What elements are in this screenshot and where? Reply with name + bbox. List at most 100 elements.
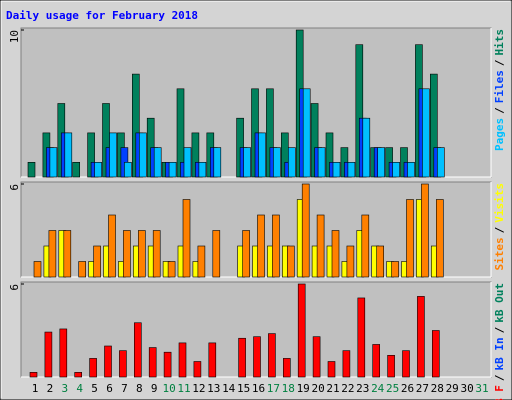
bar bbox=[178, 342, 187, 378]
bar bbox=[182, 199, 191, 278]
x-tick-label: 27 bbox=[416, 382, 429, 395]
x-tick-label: 7 bbox=[121, 382, 128, 395]
bar bbox=[387, 354, 395, 378]
bar bbox=[406, 199, 414, 278]
bar bbox=[139, 132, 147, 178]
x-tick-label: 14 bbox=[222, 382, 236, 395]
legend-entry: Visits bbox=[493, 183, 506, 223]
bar bbox=[78, 261, 86, 278]
bar bbox=[198, 162, 207, 178]
bar bbox=[287, 147, 296, 178]
x-tick-label: 12 bbox=[192, 382, 205, 395]
x-tick-label: 3 bbox=[61, 382, 68, 395]
bar bbox=[242, 230, 250, 278]
legend-entry: kB Out bbox=[493, 283, 506, 323]
x-tick-label: 1 bbox=[32, 382, 39, 395]
bar bbox=[109, 132, 117, 178]
bar bbox=[282, 358, 291, 378]
x-tick-label: 11 bbox=[177, 382, 190, 395]
bar bbox=[327, 361, 336, 378]
bar bbox=[93, 245, 101, 278]
bar bbox=[253, 336, 261, 378]
bar bbox=[108, 214, 116, 278]
bar bbox=[302, 88, 311, 178]
bar bbox=[193, 361, 202, 378]
x-tick-label: 9 bbox=[151, 382, 158, 395]
bar bbox=[297, 283, 306, 378]
legend-entry: Files bbox=[493, 70, 506, 103]
bar bbox=[361, 214, 370, 278]
bar bbox=[372, 344, 381, 378]
legend-entry: kB In bbox=[493, 337, 506, 370]
x-tick-label: 4 bbox=[76, 382, 83, 395]
bar bbox=[316, 214, 325, 278]
bar bbox=[301, 183, 310, 278]
bar bbox=[422, 88, 430, 178]
bar bbox=[357, 297, 366, 378]
bar bbox=[257, 214, 265, 278]
bar bbox=[119, 350, 127, 378]
legend: Pages / Files / Hits bbox=[493, 29, 506, 151]
legend-separator: / bbox=[493, 107, 506, 114]
bar bbox=[347, 162, 356, 178]
x-tick-label: 26 bbox=[401, 382, 414, 395]
bar bbox=[402, 350, 410, 378]
bar bbox=[163, 351, 172, 378]
bar bbox=[377, 147, 386, 178]
bar bbox=[273, 147, 281, 178]
x-tick-label: 18 bbox=[282, 382, 295, 395]
bar bbox=[197, 245, 206, 278]
x-tick-label: 10 bbox=[162, 382, 175, 395]
bar bbox=[272, 214, 280, 278]
bar bbox=[134, 322, 142, 378]
bar bbox=[29, 372, 38, 378]
bar bbox=[435, 199, 444, 278]
bar bbox=[417, 296, 425, 378]
x-tick-label: 17 bbox=[267, 382, 280, 395]
bar bbox=[89, 358, 97, 378]
legend-separator: / bbox=[493, 226, 506, 233]
bar bbox=[243, 147, 251, 178]
bar bbox=[48, 230, 57, 278]
x-tick-label: 6 bbox=[106, 382, 113, 395]
bar bbox=[208, 342, 217, 378]
bar bbox=[183, 147, 192, 178]
bar bbox=[124, 162, 132, 178]
x-tick-label: 29 bbox=[446, 382, 459, 395]
bar bbox=[238, 337, 246, 378]
bar bbox=[74, 372, 82, 378]
bar bbox=[49, 147, 58, 178]
legend: Sites / Visits bbox=[493, 183, 506, 271]
bar bbox=[213, 147, 222, 178]
x-tick-label: 28 bbox=[431, 382, 444, 395]
y-tick-label: 6 bbox=[8, 184, 21, 191]
bar bbox=[152, 230, 161, 278]
bar bbox=[342, 350, 351, 378]
x-tick-label: 19 bbox=[297, 382, 310, 395]
bar bbox=[72, 162, 80, 178]
legend-separator: / bbox=[493, 326, 506, 333]
x-tick-label: 2 bbox=[47, 382, 54, 395]
bar bbox=[312, 336, 321, 378]
bar bbox=[362, 117, 371, 178]
bar bbox=[123, 230, 131, 278]
bar bbox=[167, 261, 176, 278]
bar bbox=[268, 333, 276, 378]
bar bbox=[317, 147, 326, 178]
x-tick-label: 16 bbox=[252, 382, 265, 395]
x-tick-label: 31 bbox=[475, 382, 488, 395]
y-tick-label: 10 bbox=[8, 30, 21, 43]
bar bbox=[346, 245, 355, 278]
bar bbox=[27, 162, 36, 178]
bar bbox=[168, 162, 177, 178]
legend-entry: Pages bbox=[493, 118, 506, 151]
bar bbox=[104, 345, 112, 378]
bar bbox=[331, 230, 340, 278]
bar bbox=[63, 230, 72, 278]
bar bbox=[258, 132, 266, 178]
chart-title: Daily usage for February 2018 bbox=[6, 9, 198, 22]
legend-entry: kB F bbox=[493, 385, 506, 400]
bar bbox=[138, 230, 146, 278]
bar bbox=[148, 347, 157, 378]
